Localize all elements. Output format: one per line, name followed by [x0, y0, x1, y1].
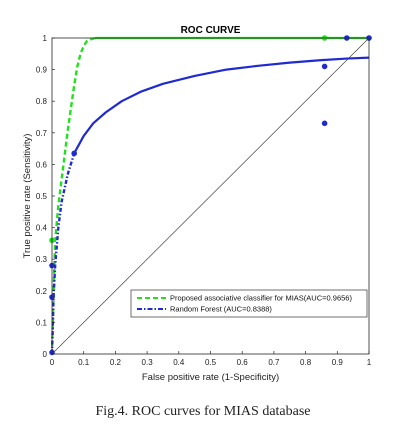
marker-random-forest [321, 63, 328, 70]
x-tick-label: 0.2 [110, 358, 122, 367]
x-tick-label: 0 [50, 358, 55, 367]
legend-label-proposed: Proposed associative classifier for MIAS… [170, 294, 352, 303]
x-tick-label: 0.9 [332, 358, 344, 367]
figure-caption: Fig.4. ROC curves for MIAS database [95, 404, 311, 419]
y-tick-label: 0.9 [36, 66, 48, 75]
legend-label-random-forest: Random Forest (AUC=0.8388) [170, 305, 272, 314]
series-line-random-forest-dashed [50, 152, 76, 355]
x-axis-label: False positive rate (1-Specificity) [142, 372, 279, 383]
y-tick-label: 0.7 [36, 129, 48, 138]
x-tick-label: 0.5 [205, 358, 217, 367]
marker-random-forest [321, 120, 328, 127]
x-tick-label: 0.7 [268, 358, 280, 367]
y-axis-label: True positive rate (Sensitivity) [22, 134, 33, 259]
x-axis-ticks: 0 0.1 0.2 0.3 0.4 0.5 0.6 0.7 0.8 0.9 1 [50, 351, 372, 367]
x-tick-label: 0.6 [237, 358, 249, 367]
series-line-random-forest-solid [73, 56, 370, 154]
y-axis-ticks: 0 0.1 0.2 0.3 0.4 0.5 0.6 0.7 0.8 0.9 1 [36, 34, 55, 359]
y-tick-label: 0.4 [36, 224, 48, 233]
roc-chart: 0 0.1 0.2 0.3 0.4 0.5 0.6 0.7 0.8 0.9 1 0 0.1 0.2 0.3… [22, 25, 372, 383]
chart-title: ROC CURVE [181, 25, 241, 36]
legend: Proposed associative classifier for MIAS… [130, 289, 368, 318]
y-tick-label: 0.6 [36, 160, 48, 169]
y-tick-label: 0.3 [36, 255, 48, 264]
series-line-proposed-dashed [50, 38, 91, 355]
y-tick-label: 1 [43, 34, 48, 43]
diagonal-layer [51, 37, 370, 355]
marker-random-forest [71, 150, 77, 157]
y-tick-label: 0 [43, 350, 48, 359]
x-tick-label: 0.3 [142, 358, 154, 367]
series-line-diagonal [51, 37, 370, 355]
x-tick-label: 0.4 [173, 358, 185, 367]
y-tick-label: 0.1 [36, 318, 48, 327]
x-tick-label: 0.1 [78, 358, 90, 367]
y-tick-label: 0.8 [36, 97, 48, 106]
x-tick-label: 0.8 [300, 358, 312, 367]
y-tick-label: 0.5 [36, 192, 48, 201]
x-tick-label: 1 [367, 358, 372, 367]
y-tick-label: 0.2 [36, 287, 48, 296]
legend-box [130, 289, 368, 318]
